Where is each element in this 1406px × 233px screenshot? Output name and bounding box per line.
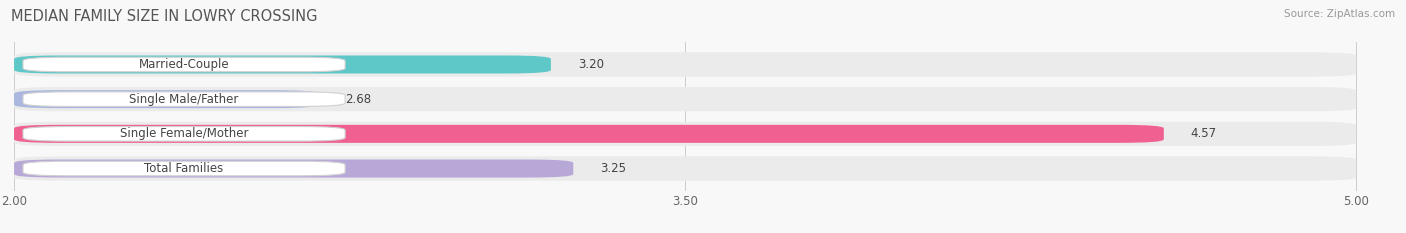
Text: MEDIAN FAMILY SIZE IN LOWRY CROSSING: MEDIAN FAMILY SIZE IN LOWRY CROSSING xyxy=(11,9,318,24)
FancyBboxPatch shape xyxy=(14,125,1164,143)
FancyBboxPatch shape xyxy=(14,55,551,73)
Text: Total Families: Total Families xyxy=(145,162,224,175)
FancyBboxPatch shape xyxy=(22,57,344,72)
FancyBboxPatch shape xyxy=(14,52,1357,77)
FancyBboxPatch shape xyxy=(14,160,574,178)
FancyBboxPatch shape xyxy=(14,156,1357,181)
FancyBboxPatch shape xyxy=(22,92,344,106)
Text: Single Male/Father: Single Male/Father xyxy=(129,93,239,106)
FancyBboxPatch shape xyxy=(22,127,344,141)
Text: Single Female/Mother: Single Female/Mother xyxy=(120,127,249,140)
FancyBboxPatch shape xyxy=(14,87,1357,111)
Text: 4.57: 4.57 xyxy=(1191,127,1216,140)
Text: 3.25: 3.25 xyxy=(600,162,626,175)
Text: Married-Couple: Married-Couple xyxy=(139,58,229,71)
FancyBboxPatch shape xyxy=(22,161,344,176)
FancyBboxPatch shape xyxy=(14,122,1357,146)
Text: 2.68: 2.68 xyxy=(344,93,371,106)
Text: 3.20: 3.20 xyxy=(578,58,603,71)
FancyBboxPatch shape xyxy=(14,90,318,108)
Text: Source: ZipAtlas.com: Source: ZipAtlas.com xyxy=(1284,9,1395,19)
